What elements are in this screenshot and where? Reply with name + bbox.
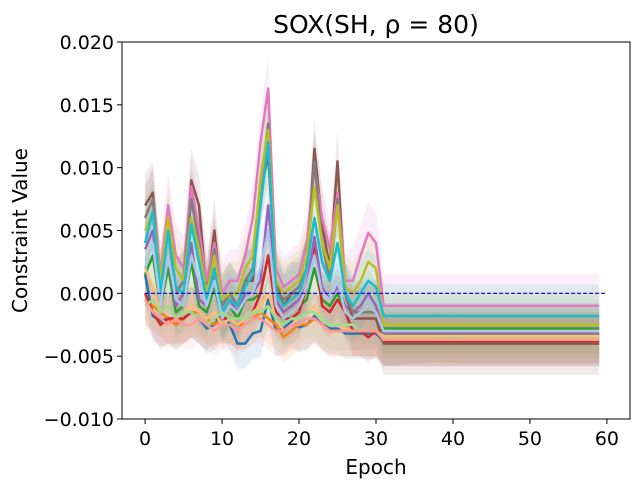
x-tick-label: 40	[441, 428, 465, 450]
x-tick-label: 20	[287, 428, 311, 450]
series-line-7	[143, 87, 600, 308]
x-tick-label: 10	[210, 428, 234, 450]
x-tick-label: 30	[364, 428, 388, 450]
series-band-5	[145, 180, 600, 359]
series-line-10	[143, 141, 600, 318]
series-band-7	[145, 57, 600, 338]
x-ticks: 0 10 20 30 40 50 60	[139, 419, 619, 450]
x-tick-label: 60	[595, 428, 619, 450]
chart-title: SOX(SH, ρ = 80)	[273, 10, 479, 39]
y-tick-label: 0.000	[60, 283, 114, 305]
series-lines	[143, 87, 600, 345]
series-band-11	[145, 199, 600, 363]
y-tick-label: 0.010	[60, 158, 114, 180]
series-band-10	[145, 111, 600, 348]
y-tick-label: 0.020	[60, 32, 114, 54]
y-axis-label: Constraint Value	[8, 148, 32, 313]
x-tick-label: 0	[139, 428, 151, 450]
x-axis-label: Epoch	[345, 455, 406, 479]
y-tick-label: 0.005	[60, 221, 114, 243]
y-tick-label: −0.005	[44, 346, 114, 368]
series-band-6	[145, 117, 600, 376]
series-line-4	[143, 241, 600, 343]
y-ticks: −0.010 −0.005 0.000 0.005 0.010 0.015 0.020	[44, 32, 122, 431]
series-band-3	[145, 230, 600, 354]
y-tick-label: 0.015	[60, 95, 114, 117]
series-line-14	[144, 298, 600, 342]
series-line-9	[143, 128, 600, 327]
y-tick-label: −0.010	[44, 409, 114, 431]
x-tick-label: 50	[518, 428, 542, 450]
